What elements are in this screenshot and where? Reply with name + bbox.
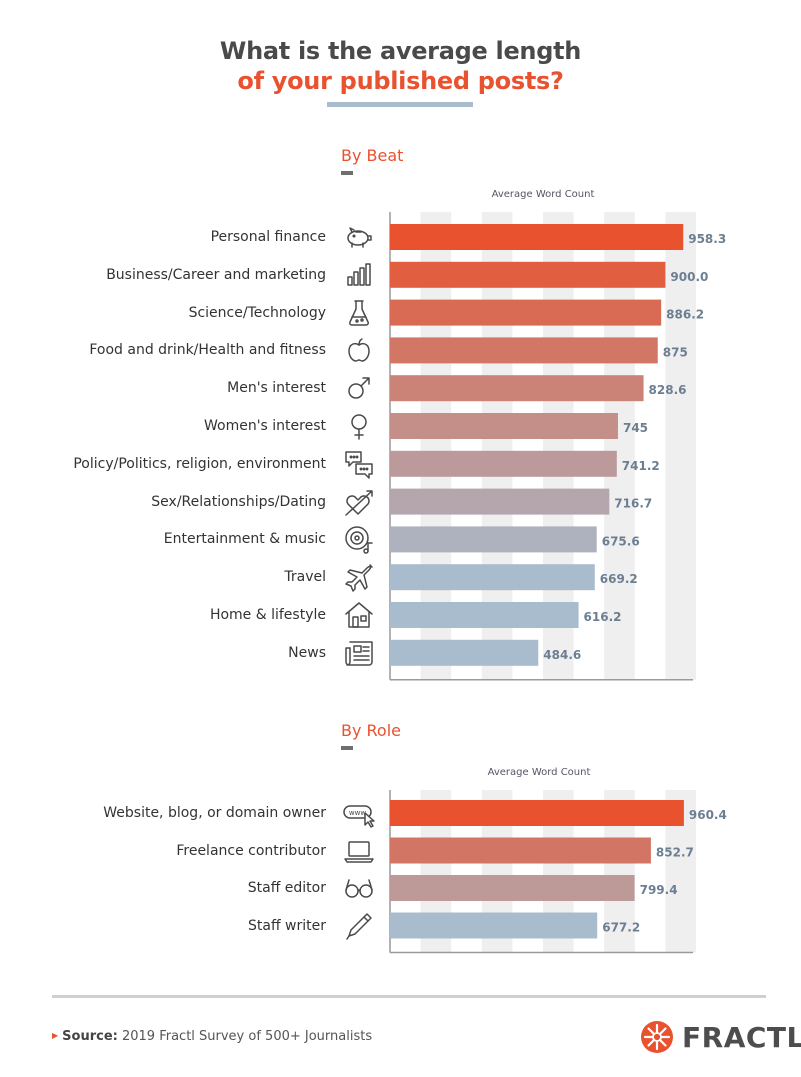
apple-icon — [343, 334, 375, 366]
value-label-beat-5: 828.6 — [649, 383, 687, 397]
bar-chart-icon — [343, 259, 375, 291]
value-label-role-1: 960.4 — [689, 808, 727, 822]
grid-band — [420, 212, 452, 680]
vinyl-music-icon — [343, 523, 375, 555]
value-label-beat-7: 741.2 — [622, 459, 660, 473]
category-label-beat-9: Entertainment & music — [163, 531, 326, 548]
pen-icon — [343, 910, 375, 942]
value-label-role-4: 677.2 — [602, 921, 640, 935]
triangle-bullet-icon: ▶ — [52, 1031, 59, 1040]
grid-band — [543, 212, 574, 680]
category-label-beat-3: Science/Technology — [188, 304, 326, 321]
grid-band — [481, 212, 513, 680]
value-label-beat-2: 900.0 — [670, 270, 708, 284]
fractl-logo-mark-icon — [641, 1021, 673, 1053]
bar-beat-12 — [390, 639, 539, 666]
value-label-beat-3: 886.2 — [666, 308, 704, 322]
www-cursor-icon: www — [343, 797, 375, 829]
house-icon — [343, 599, 375, 631]
bar-beat-3 — [390, 299, 662, 326]
category-label-beat-11: Home & lifestyle — [209, 607, 326, 623]
svg-text:www: www — [349, 809, 366, 817]
bar-beat-7 — [390, 450, 617, 477]
category-label-role-1: Website, blog, or domain owner — [103, 805, 326, 821]
category-label-beat-12: News — [288, 644, 326, 661]
piggy-bank-icon — [343, 221, 375, 253]
section-title-beat: By Beat — [341, 146, 404, 165]
category-label-role-3: Staff editor — [247, 880, 326, 896]
category-label-beat-1: Personal finance — [210, 229, 326, 245]
value-label-beat-8: 716.7 — [614, 497, 652, 511]
axis-title-beat: Average Word Count — [491, 189, 595, 200]
section-title-role: By Role — [341, 721, 402, 740]
value-label-beat-4: 875 — [663, 345, 688, 359]
bar-role-4 — [390, 912, 598, 939]
heart-arrow-icon — [343, 486, 375, 518]
chat-bubbles-icon — [343, 448, 375, 480]
chart-title-line1: What is the average length — [219, 37, 582, 65]
category-label-role-4: Staff writer — [247, 917, 326, 934]
male-symbol-icon — [343, 372, 375, 404]
category-label-beat-2: Business/Career and marketing — [106, 266, 326, 283]
category-label-beat-4: Food and drink/Health and fitness — [89, 342, 326, 359]
chart-title-line2: of your published posts? — [237, 67, 564, 95]
bar-beat-5 — [390, 375, 644, 402]
category-label-role-2: Freelance contributor — [176, 842, 326, 859]
category-label-beat-7: Policy/Politics, religion, environment — [73, 455, 326, 472]
value-label-beat-1: 958.3 — [688, 232, 726, 246]
value-label-beat-12: 484.6 — [543, 648, 581, 662]
value-label-beat-9: 675.6 — [602, 534, 640, 548]
section-marker-role — [341, 746, 353, 750]
bar-beat-10 — [390, 564, 595, 591]
airplane-icon — [343, 561, 375, 593]
flask-icon — [343, 297, 375, 329]
value-label-beat-11: 616.2 — [584, 610, 622, 624]
category-label-beat-8: Sex/Relationships/Dating — [151, 493, 326, 510]
section-marker-beat — [341, 171, 353, 175]
female-symbol-icon — [343, 410, 375, 442]
fractl-wordmark: FRACTL — [682, 1020, 801, 1054]
source-text: 2019 Fractl Survey of 500+ Journalists — [121, 1029, 373, 1044]
axis-title-role: Average Word Count — [487, 767, 591, 778]
bar-beat-1 — [390, 224, 684, 250]
bar-beat-8 — [390, 488, 610, 515]
fractl-logo: FRACTL — [640, 1019, 801, 1055]
bar-role-3 — [390, 875, 635, 901]
grid-band — [604, 212, 635, 680]
value-label-beat-6: 745 — [623, 421, 648, 435]
grid-band — [665, 212, 696, 680]
value-label-role-2: 852.7 — [656, 846, 694, 860]
title-underline — [327, 102, 473, 107]
bar-beat-2 — [390, 261, 666, 288]
bar-beat-4 — [390, 337, 658, 364]
laptop-icon — [343, 835, 375, 867]
category-label-beat-10: Travel — [284, 569, 326, 586]
source-label: Source: — [62, 1029, 118, 1044]
value-label-role-3: 799.4 — [640, 883, 678, 897]
footer-divider — [52, 995, 766, 998]
newspaper-icon — [343, 637, 375, 669]
bar-beat-6 — [390, 413, 618, 439]
bar-role-1 — [390, 800, 684, 826]
bar-beat-9 — [390, 526, 597, 553]
category-label-beat-5: Men's interest — [227, 380, 326, 397]
source-note: ▶ Source: 2019 Fractl Survey of 500+ Jour… — [52, 1029, 372, 1044]
glasses-icon — [343, 872, 375, 904]
value-label-beat-10: 669.2 — [600, 572, 638, 586]
bar-beat-11 — [390, 602, 579, 628]
bar-role-2 — [390, 837, 651, 864]
category-label-beat-6: Women's interest — [203, 418, 326, 434]
